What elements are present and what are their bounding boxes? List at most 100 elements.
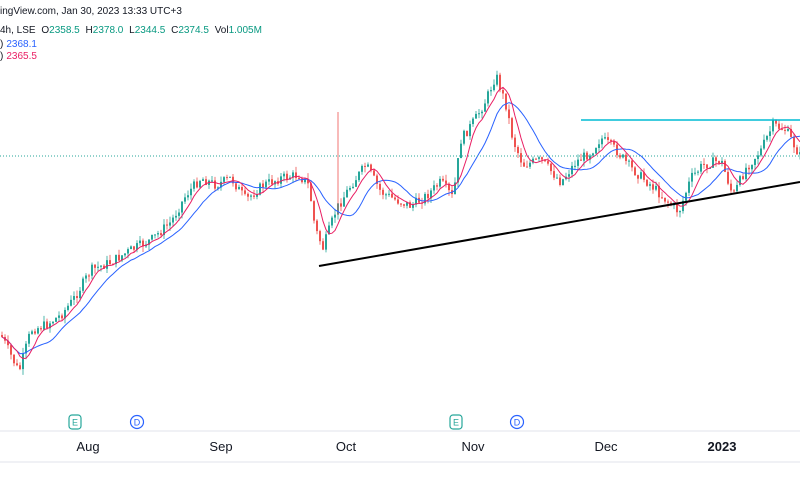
candle-body xyxy=(265,181,267,188)
candle-body xyxy=(157,233,159,235)
candle-body xyxy=(763,139,765,149)
candle-body xyxy=(250,195,252,197)
candle-body xyxy=(484,103,486,112)
candle-body xyxy=(772,120,774,132)
moving-average-red xyxy=(1,86,800,360)
candle-body xyxy=(286,173,288,180)
candle-body xyxy=(217,187,219,189)
candle-body xyxy=(685,192,687,201)
candle-body xyxy=(592,153,594,156)
candle-body xyxy=(73,296,75,300)
candle-body xyxy=(376,175,378,184)
candle-body xyxy=(433,185,435,191)
candle-body xyxy=(619,155,621,158)
candle-body xyxy=(760,148,762,156)
candle-body xyxy=(316,220,318,232)
candle-body xyxy=(643,172,645,180)
candle-body xyxy=(355,180,357,187)
candle-body xyxy=(271,179,273,185)
candle-body xyxy=(97,266,99,268)
header-source: ingView.com, Jan 30, 2023 13:33 UTC+3 xyxy=(0,6,182,17)
candle-body xyxy=(247,193,249,197)
candle-body xyxy=(688,181,690,193)
ma-blue-legend[interactable]: ) 2368.1 xyxy=(0,39,37,50)
candle-body xyxy=(628,160,630,162)
candle-body xyxy=(82,278,84,291)
candle-body xyxy=(571,165,573,175)
candle-body xyxy=(16,363,18,366)
candle-body xyxy=(529,162,531,167)
candle-body xyxy=(61,315,63,319)
candle-body xyxy=(724,160,726,172)
candle-body xyxy=(361,165,363,172)
earnings-marker-icon[interactable]: E xyxy=(68,414,82,430)
candle-body xyxy=(646,179,648,186)
candle-body xyxy=(544,159,546,162)
candle-body xyxy=(721,160,723,164)
candle-body xyxy=(64,309,66,319)
moving-average-blue xyxy=(1,102,800,355)
candle-body xyxy=(193,181,195,189)
candle-body xyxy=(232,176,234,184)
candle-body xyxy=(163,224,165,236)
earnings-marker-icon[interactable]: E xyxy=(449,414,463,430)
dividend-marker-icon[interactable]: D xyxy=(509,414,525,430)
candle-body xyxy=(280,176,282,184)
candle-body xyxy=(52,321,54,324)
candle-body xyxy=(616,144,618,156)
candle-body xyxy=(478,113,480,115)
candle-body xyxy=(487,91,489,104)
candle-body xyxy=(625,154,627,161)
candle-body xyxy=(574,165,576,167)
candle-body xyxy=(304,179,306,183)
candle-body xyxy=(175,215,177,218)
ma-red-legend[interactable]: ) 2365.5 xyxy=(0,51,37,62)
candle-body xyxy=(691,172,693,182)
candle-body xyxy=(472,118,474,125)
candle-body xyxy=(589,155,591,160)
candle-body xyxy=(445,180,447,184)
candle-body xyxy=(325,234,327,250)
candle-body xyxy=(121,255,123,261)
candle-body xyxy=(49,323,51,329)
candle-body xyxy=(22,353,24,370)
candle-body xyxy=(298,178,300,180)
candle-body xyxy=(397,199,399,204)
candle-body xyxy=(172,217,174,223)
candle-body xyxy=(322,241,324,250)
candle-body xyxy=(793,136,795,148)
candle-body xyxy=(340,203,342,207)
candle-body xyxy=(268,179,270,182)
candle-body xyxy=(43,321,45,330)
event-marker-label: D xyxy=(514,418,521,428)
candle-body xyxy=(319,231,321,242)
candle-body xyxy=(37,328,39,334)
candle-body xyxy=(439,178,441,187)
candle-body xyxy=(136,243,138,250)
candle-body xyxy=(28,333,30,344)
candle-body xyxy=(403,204,405,206)
support-trendline[interactable] xyxy=(318,181,800,267)
time-axis-label-oct: Oct xyxy=(336,439,357,454)
candle-body xyxy=(703,163,705,165)
candle-body xyxy=(538,157,540,159)
candle-body xyxy=(700,163,702,172)
candle-body xyxy=(442,178,444,181)
candle-body xyxy=(100,265,102,267)
candle-body xyxy=(187,195,189,198)
candle-body xyxy=(55,317,57,322)
candle-body xyxy=(757,155,759,159)
candle-body xyxy=(211,180,213,182)
candle-body xyxy=(526,166,528,168)
candle-body xyxy=(226,177,228,179)
candle-body xyxy=(730,183,732,191)
candle-body xyxy=(667,201,669,203)
candle-body xyxy=(406,202,408,206)
ohlc-high: H2378.0 xyxy=(85,25,124,36)
dividend-marker-icon[interactable]: D xyxy=(129,414,145,430)
candle-body xyxy=(415,197,417,205)
candle-body xyxy=(70,299,72,306)
candle-body xyxy=(658,185,660,198)
candle-body xyxy=(676,203,678,213)
